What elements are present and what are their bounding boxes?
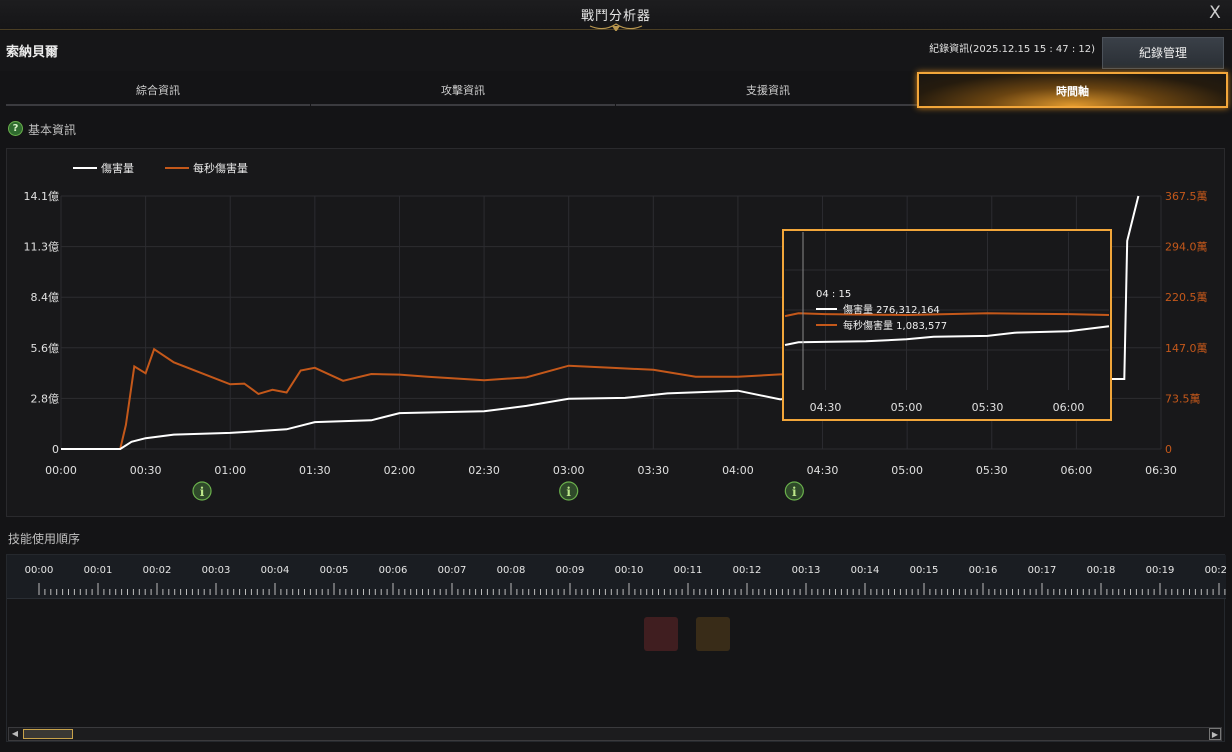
ruler-tick-label: 00:19 xyxy=(1146,565,1175,576)
ruler-tick-label: 00:20 xyxy=(1205,565,1226,576)
y-left-tick-label: 14.1億 xyxy=(24,190,60,203)
ruler-tick-label: 00:12 xyxy=(733,565,762,576)
skill-order-title: 技能使用順序 xyxy=(8,532,81,546)
y-left-tick-label: 0 xyxy=(52,443,59,456)
x-tick-label: 04:30 xyxy=(807,464,839,477)
y-right-tick-label: 0 xyxy=(1165,443,1172,456)
x-tick-label: 00:00 xyxy=(45,464,77,477)
skill-icon xyxy=(644,617,678,651)
tab-attack[interactable]: 攻擊資訊 xyxy=(311,80,615,106)
legend-label-damage: 傷害量 xyxy=(101,161,134,175)
skill-timeline-panel: 00:00 00:01 00:02 00:03 00:04 00:05 00:06 00:07… xyxy=(6,554,1226,742)
y-right-tick-label: 73.5萬 xyxy=(1165,392,1201,405)
ruler-tick-label: 00:02 xyxy=(143,565,172,576)
y-left-tick-label: 8.4億 xyxy=(31,291,60,304)
inset-series-damage xyxy=(784,325,1110,346)
ruler-tick-label: 00:08 xyxy=(497,565,526,576)
inset-x-tick-label: 05:00 xyxy=(891,401,923,414)
x-tick-label: 02:30 xyxy=(468,464,500,477)
series-line-dps xyxy=(61,347,1105,450)
scroll-thumb[interactable] xyxy=(23,729,73,739)
x-tick-label: 01:30 xyxy=(299,464,331,477)
tooltip-time: 04 : 15 xyxy=(816,289,851,300)
info-marker-glyph: i xyxy=(566,485,571,499)
damage-chart-panel: 00:00 00:30 01:00 01:30 02:00 02:30 03:00 03:30… xyxy=(6,148,1225,517)
y-left-tick-label: 2.8億 xyxy=(31,392,60,405)
ruler-tick-label: 00:04 xyxy=(261,565,290,576)
x-tick-label: 02:00 xyxy=(384,464,416,477)
y-left-tick-label: 5.6億 xyxy=(31,342,60,355)
ruler-tick-label: 00:06 xyxy=(379,565,408,576)
record-manage-button[interactable]: 紀錄管理 xyxy=(1102,37,1224,69)
inset-x-tick-label: 06:00 xyxy=(1053,401,1085,414)
tab-support[interactable]: 支援資訊 xyxy=(616,80,920,106)
help-icon[interactable]: ? xyxy=(8,121,23,136)
ruler-tick-label: 00:05 xyxy=(320,565,349,576)
tooltip-damage: 傷害量 276,312,164 xyxy=(843,303,940,316)
ruler-tick-label: 00:13 xyxy=(792,565,821,576)
x-tick-label: 03:00 xyxy=(553,464,585,477)
y-right-tick-label: 147.0萬 xyxy=(1165,342,1208,355)
x-tick-label: 05:00 xyxy=(891,464,923,477)
ruler-tick-label: 00:09 xyxy=(556,565,585,576)
ruler-tick-label: 00:18 xyxy=(1087,565,1116,576)
scroll-left-arrow-icon[interactable]: ◀ xyxy=(11,729,19,738)
info-marker-icon[interactable]: i xyxy=(559,481,579,501)
skill-icon xyxy=(696,617,730,651)
tab-timeline[interactable]: 時間軸 xyxy=(917,72,1228,108)
info-marker-circle xyxy=(559,481,579,501)
close-button[interactable]: X xyxy=(1209,3,1221,23)
y-right-tick-label: 367.5萬 xyxy=(1165,190,1208,203)
ruler-tick-label: 00:00 xyxy=(25,565,54,576)
inset-series-dps xyxy=(784,312,1110,318)
info-marker-glyph: i xyxy=(200,485,205,499)
x-tick-label: 00:30 xyxy=(130,464,162,477)
zoom-inset: 04:30 05:00 05:30 06:00 04 : 15 傷害量 276,312,1… xyxy=(782,229,1112,421)
ruler-tick-label: 00:15 xyxy=(910,565,939,576)
y-right-tick-label: 220.5萬 xyxy=(1165,291,1208,304)
info-marker-circle xyxy=(784,481,804,501)
info-marker-icon[interactable]: i xyxy=(784,481,804,501)
record-info: 紀錄資訊(2025.12.15 15 : 47 : 12) xyxy=(929,44,1095,55)
tab-summary[interactable]: 綜合資訊 xyxy=(6,80,310,106)
timeline-scrollbar[interactable]: ◀ ▶ xyxy=(8,727,1222,741)
timeline-ruler: 00:00 00:01 00:02 00:03 00:04 00:05 00:06 00:07… xyxy=(7,555,1226,599)
ruler-tick-label: 00:14 xyxy=(851,565,880,576)
info-marker-glyph: i xyxy=(792,485,797,499)
x-tick-label: 05:30 xyxy=(976,464,1008,477)
info-marker-circle xyxy=(192,481,212,501)
ruler-ticks xyxy=(38,583,1226,595)
scroll-right-arrow-icon[interactable]: ▶ xyxy=(1209,728,1221,740)
x-tick-label: 06:00 xyxy=(1061,464,1093,477)
ruler-tick-label: 00:07 xyxy=(438,565,467,576)
x-tick-label: 06:30 xyxy=(1145,464,1177,477)
ruler-tick-label: 00:16 xyxy=(969,565,998,576)
ruler-tick-label: 00:01 xyxy=(84,565,113,576)
x-tick-label: 03:30 xyxy=(637,464,669,477)
basic-info-title: 基本資訊 xyxy=(28,123,77,137)
y-left-tick-label: 11.3億 xyxy=(24,241,60,254)
legend-label-dps: 每秒傷害量 xyxy=(193,161,248,175)
tab-bar: 綜合資訊 攻擊資訊 支援資訊 時間軸 xyxy=(0,72,1232,110)
info-marker-icon[interactable]: i xyxy=(192,481,212,501)
ruler-tick-label: 00:11 xyxy=(674,565,703,576)
title-ornament-icon xyxy=(589,23,643,32)
ruler-tick-label: 00:17 xyxy=(1028,565,1057,576)
skill-icon-group xyxy=(644,617,734,653)
damage-chart: 00:00 00:30 01:00 01:30 02:00 02:30 03:00 03:30… xyxy=(24,161,1208,501)
header-bar: 索納貝爾 紀錄資訊(2025.12.15 15 : 47 : 12) 紀錄管理 xyxy=(0,31,1232,71)
x-tick-label: 01:00 xyxy=(214,464,246,477)
ruler-tick-label: 00:03 xyxy=(202,565,231,576)
inset-x-tick-label: 05:30 xyxy=(972,401,1004,414)
boss-name: 索納貝爾 xyxy=(6,45,59,60)
title-bar: 戰鬥分析器 X xyxy=(0,0,1232,32)
x-tick-label: 04:00 xyxy=(722,464,754,477)
tooltip-dps: 每秒傷害量 1,083,577 xyxy=(843,319,947,332)
inset-x-tick-label: 04:30 xyxy=(810,401,842,414)
zoom-inset-frame xyxy=(782,229,1112,421)
ruler-tick-label: 00:10 xyxy=(615,565,644,576)
window-title: 戰鬥分析器 xyxy=(580,9,651,24)
y-right-tick-label: 294.0萬 xyxy=(1165,241,1208,254)
